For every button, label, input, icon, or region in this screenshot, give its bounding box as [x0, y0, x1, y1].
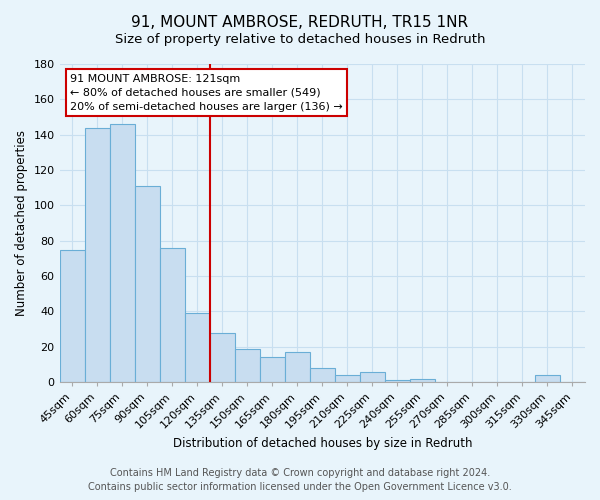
- Bar: [160, 248, 185, 382]
- Bar: [235, 348, 260, 382]
- Bar: [360, 372, 385, 382]
- X-axis label: Distribution of detached houses by size in Redruth: Distribution of detached houses by size …: [173, 437, 472, 450]
- Text: Contains HM Land Registry data © Crown copyright and database right 2024.
Contai: Contains HM Land Registry data © Crown c…: [88, 468, 512, 492]
- Text: Size of property relative to detached houses in Redruth: Size of property relative to detached ho…: [115, 32, 485, 46]
- Text: 91 MOUNT AMBROSE: 121sqm
← 80% of detached houses are smaller (549)
20% of semi-: 91 MOUNT AMBROSE: 121sqm ← 80% of detach…: [70, 74, 343, 112]
- Bar: [85, 128, 110, 382]
- Bar: [209, 332, 235, 382]
- Bar: [185, 313, 209, 382]
- Bar: [385, 380, 410, 382]
- Bar: [260, 358, 285, 382]
- Bar: [410, 378, 435, 382]
- Bar: [110, 124, 134, 382]
- Bar: [285, 352, 310, 382]
- Y-axis label: Number of detached properties: Number of detached properties: [15, 130, 28, 316]
- Bar: [535, 375, 560, 382]
- Bar: [59, 250, 85, 382]
- Bar: [310, 368, 335, 382]
- Bar: [134, 186, 160, 382]
- Bar: [335, 375, 360, 382]
- Text: 91, MOUNT AMBROSE, REDRUTH, TR15 1NR: 91, MOUNT AMBROSE, REDRUTH, TR15 1NR: [131, 15, 469, 30]
